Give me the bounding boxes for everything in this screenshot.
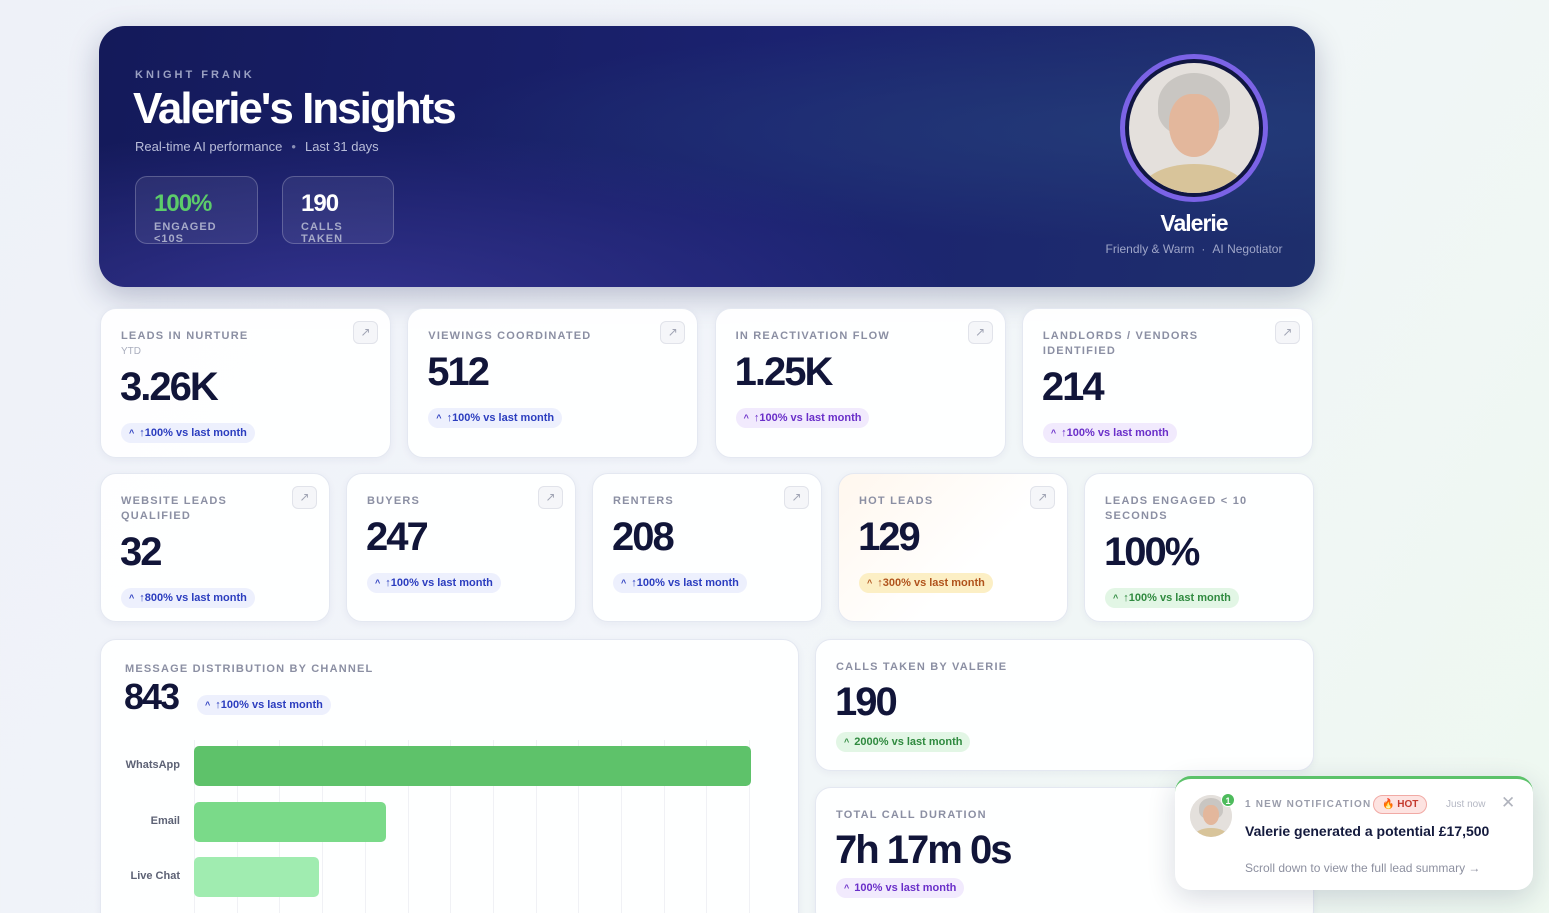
stat-calls: 190 CALLS TAKEN — [282, 176, 394, 245]
card-value: 3.26K — [120, 365, 219, 409]
change-badge: ^ ↑800% vs last month — [121, 588, 255, 608]
card-label: MESSAGE DISTRIBUTION BY CHANNEL — [125, 663, 374, 675]
card-value: 129 — [858, 515, 921, 559]
agent-persona: Friendly & Warm — [1105, 242, 1195, 256]
change-badge: ^ ↑100% vs last month — [121, 423, 255, 443]
card-value: 1.25K — [734, 350, 834, 394]
bar-email — [194, 801, 386, 842]
external-link-icon[interactable]: ↗ — [353, 321, 378, 344]
gridline — [578, 740, 580, 913]
gridline — [749, 740, 751, 913]
change-badge: ^ ↑100% vs last month — [1042, 423, 1177, 443]
gridline — [535, 740, 537, 913]
external-link-icon[interactable]: ↗ — [1274, 321, 1300, 344]
card-label: VIEWINGS COORDINATED — [428, 330, 592, 342]
bar-live-chat — [194, 857, 319, 897]
card-value: 7h 17m 0s — [835, 828, 1012, 872]
card-label: CALLS TAKEN BY VALERIE — [836, 661, 1008, 673]
metric-card: BUYERS 247 ^ ↑100% vs last month ↗ — [346, 473, 576, 622]
metric-card: WEBSITE LEADS QUALIFIED 32 ^ ↑800% vs last … — [100, 473, 330, 622]
card-label: LANDLORDS / VENDORS IDENTIFIED — [1042, 330, 1199, 357]
card-value: 190 — [835, 680, 898, 724]
notification-heading: 1 NEW NOTIFICATION — [1245, 799, 1372, 810]
change-badge: ^ ↑100% vs last month — [735, 408, 870, 428]
bar-label: Live Chat — [130, 870, 180, 882]
external-link-icon[interactable]: ↗ — [292, 486, 317, 509]
card-value: 214 — [1041, 365, 1105, 409]
metric-card: HOT LEADS 129 ^ ↑300% vs last month ↗ — [838, 473, 1068, 622]
metric-card: RENTERS 208 ^ ↑100% vs last month ↗ — [592, 473, 822, 622]
notification-link[interactable]: Scroll down to view the full lead summar… — [1245, 861, 1481, 875]
change-badge: ^ ↑100% vs last month — [197, 695, 331, 715]
period-text: Last 31 days — [304, 139, 379, 154]
external-link-icon[interactable]: ↗ — [660, 321, 686, 344]
metric-card: LEADS IN NURTURE YTD 3.26K ^ ↑100% vs last m… — [100, 308, 391, 458]
card-label: HOT LEADS — [859, 495, 934, 507]
external-link-icon[interactable]: ↗ — [967, 321, 993, 344]
brand-label: KNIGHT FRANK — [135, 69, 255, 81]
change-badge: ^ ↑100% vs last month — [613, 573, 747, 593]
bar-whatsapp — [194, 746, 751, 786]
separator-dot: • — [291, 139, 296, 154]
hero-banner: KNIGHT FRANK Valerie's Insights Real-tim… — [99, 26, 1315, 287]
agent-avatar — [1120, 54, 1268, 202]
agent-name: Valerie — [1160, 210, 1228, 236]
card-value: 512 — [427, 350, 490, 394]
hot-tag: 🔥 HOT — [1373, 795, 1428, 814]
page-title: Valerie's Insights — [133, 84, 457, 133]
notification-count-badge: 1 — [1221, 793, 1235, 807]
card-label: LEADS IN NURTURE — [121, 330, 249, 342]
gridline — [621, 740, 622, 913]
card-label: IN REACTIVATION FLOW — [735, 330, 890, 342]
card-label: WEBSITE LEADS QUALIFIED — [121, 495, 228, 522]
stat-value: 100% — [154, 190, 212, 217]
gridline — [407, 740, 409, 913]
gridline — [450, 740, 452, 913]
card-value: 100% — [1104, 530, 1200, 574]
external-link-icon[interactable]: ↗ — [784, 486, 809, 509]
metric-card: VIEWINGS COORDINATED 512 ^ ↑100% vs last mo… — [407, 308, 699, 458]
card-value: 208 — [612, 515, 675, 559]
card-label: BUYERS — [367, 495, 421, 507]
metric-card: LANDLORDS / VENDORS IDENTIFIED 214 ^ ↑100% … — [1021, 308, 1313, 458]
change-badge: ^ ↑300% vs last month — [859, 573, 993, 593]
message-distribution-card: MESSAGE DISTRIBUTION BY CHANNEL 843 ^ ↑10… — [100, 639, 799, 913]
bar-label: WhatsApp — [125, 759, 180, 771]
agent-role-title: AI Negotiator — [1212, 242, 1283, 256]
close-icon[interactable]: ✕ — [1501, 793, 1516, 812]
stat-label: CALLS TAKEN — [301, 221, 344, 245]
notification-toast[interactable]: 1 1 NEW NOTIFICATION 🔥 HOT Just now ✕ Va… — [1175, 776, 1533, 890]
change-badge: ^ ↑100% vs last month — [428, 408, 563, 428]
card-label: TOTAL CALL DURATION — [836, 809, 987, 821]
change-badge: ^ ↑100% vs last month — [1105, 588, 1239, 608]
bar-label: Email — [150, 814, 180, 827]
gridline — [663, 740, 665, 913]
calls-card: CALLS TAKEN BY VALERIE 190 ^ 2000% vs las… — [815, 639, 1314, 771]
stat-label: ENGAGED <10S — [154, 221, 217, 245]
card-label: LEADS ENGAGED < 10 SECONDS — [1105, 495, 1248, 522]
notification-time: Just now — [1446, 799, 1486, 810]
stat-value: 190 — [301, 190, 339, 217]
hero-subtitle: Real-time AI performance • Last 31 days — [135, 139, 379, 154]
metric-card: IN REACTIVATION FLOW 1.25K ^ ↑100% vs last … — [714, 308, 1006, 458]
gridline — [706, 740, 708, 913]
card-sublabel: YTD — [121, 346, 141, 357]
notification-title: Valerie generated a potential £17,500 — [1245, 823, 1490, 839]
external-link-icon[interactable]: ↗ — [538, 486, 563, 509]
change-badge: ^ 2000% vs last month — [836, 732, 971, 752]
subtitle-text: Real-time AI performance — [135, 139, 283, 154]
change-badge: ^ 100% vs last month — [836, 878, 965, 898]
card-label: RENTERS — [613, 495, 674, 507]
external-link-icon[interactable]: ↗ — [1030, 486, 1055, 509]
gridline — [492, 740, 494, 913]
card-value: 843 — [124, 676, 180, 717]
metric-card: LEADS ENGAGED < 10 SECONDS 100% ^ ↑100% vs … — [1084, 473, 1314, 622]
stat-engaged: 100% ENGAGED <10S — [135, 176, 258, 245]
agent-role: Friendly & Warm · AI Negotiator — [1105, 242, 1283, 256]
change-badge: ^ ↑100% vs last month — [367, 573, 501, 593]
card-value: 247 — [366, 515, 429, 559]
card-value: 32 — [120, 530, 162, 574]
